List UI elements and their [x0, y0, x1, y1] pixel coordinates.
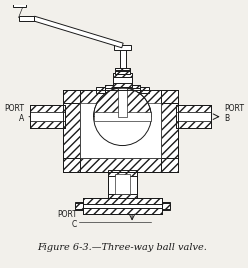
Bar	[161, 90, 178, 103]
Bar	[83, 208, 162, 214]
Bar	[120, 49, 126, 69]
Bar	[105, 92, 140, 95]
Bar	[140, 87, 149, 93]
Bar	[83, 199, 162, 214]
Bar	[30, 121, 65, 128]
Bar	[115, 174, 130, 194]
Bar	[114, 46, 131, 50]
Bar	[80, 158, 161, 172]
Bar	[95, 87, 105, 93]
Bar	[108, 170, 137, 199]
Bar	[63, 158, 80, 172]
Text: PORT
C: PORT C	[57, 210, 77, 229]
Bar	[162, 203, 170, 209]
Text: Figure 6-3.—Three-way ball valve.: Figure 6-3.—Three-way ball valve.	[37, 243, 207, 252]
Bar	[75, 202, 83, 210]
Bar	[176, 105, 211, 128]
Bar	[80, 103, 161, 158]
Bar	[108, 172, 137, 176]
Bar	[105, 85, 140, 95]
Bar	[30, 105, 65, 112]
Bar	[30, 105, 65, 128]
Bar	[113, 73, 132, 77]
Bar	[105, 85, 140, 88]
Bar	[161, 103, 178, 158]
Bar	[30, 105, 65, 128]
Bar	[93, 112, 151, 121]
Bar	[176, 105, 211, 112]
Bar	[113, 73, 132, 87]
Bar	[108, 194, 137, 199]
Bar	[63, 90, 178, 172]
Bar	[63, 103, 80, 158]
Bar	[118, 88, 127, 117]
Bar	[115, 68, 130, 74]
Bar	[115, 72, 130, 74]
Bar	[176, 121, 211, 128]
Bar	[115, 68, 130, 70]
Bar	[13, 0, 26, 7]
Bar	[176, 112, 211, 121]
Bar	[75, 203, 83, 209]
Bar	[63, 90, 178, 172]
Polygon shape	[33, 16, 123, 48]
Bar	[30, 112, 65, 121]
Text: PORT
B: PORT B	[224, 104, 245, 124]
Polygon shape	[93, 88, 151, 117]
Bar	[83, 199, 162, 214]
Bar	[108, 170, 137, 199]
Bar	[113, 83, 132, 87]
Bar	[176, 105, 211, 128]
Bar	[162, 202, 170, 210]
Bar	[19, 16, 34, 21]
Bar	[63, 90, 80, 103]
Bar	[80, 90, 161, 105]
Text: PORT
A: PORT A	[4, 104, 24, 124]
Bar	[161, 158, 178, 172]
Bar	[83, 199, 162, 204]
